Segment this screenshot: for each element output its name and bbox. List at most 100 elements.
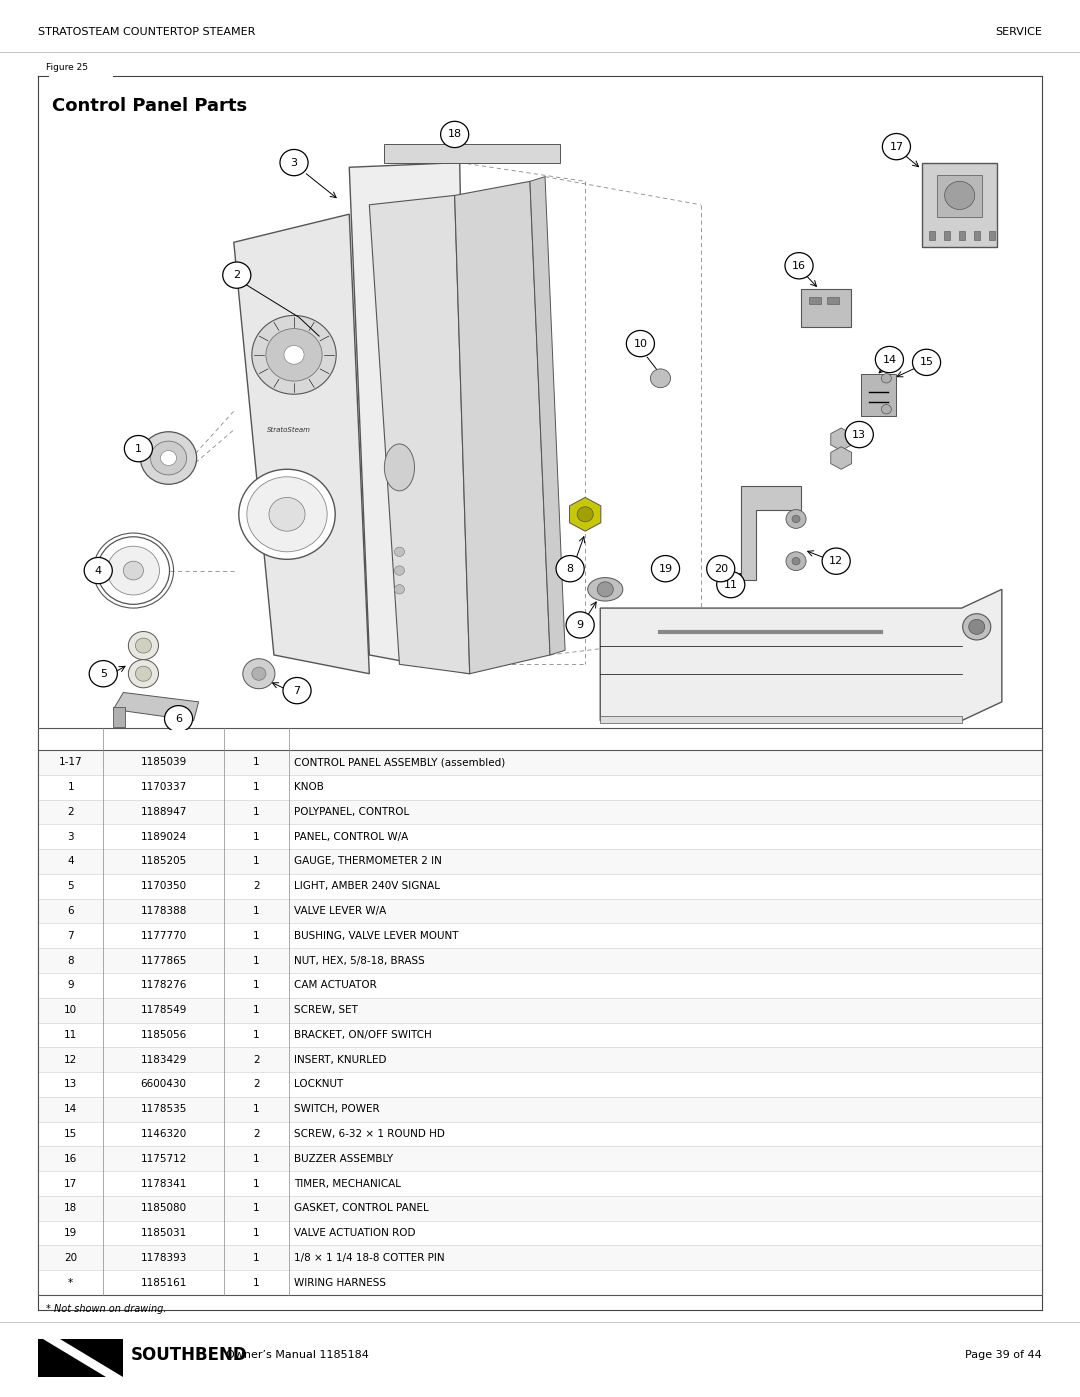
Bar — [38, 1071, 1042, 1097]
Text: 1: 1 — [253, 1203, 259, 1214]
Circle shape — [650, 369, 671, 388]
Text: 1/8 × 1 1/4 18-8 COTTER PIN: 1/8 × 1 1/4 18-8 COTTER PIN — [294, 1253, 445, 1263]
Circle shape — [123, 562, 144, 580]
Circle shape — [243, 659, 275, 689]
Text: 1: 1 — [253, 757, 259, 767]
Bar — [38, 1023, 1042, 1048]
Text: 1: 1 — [253, 1179, 259, 1189]
Text: BUZZER ASSEMBLY: BUZZER ASSEMBLY — [294, 1154, 393, 1164]
Text: 8: 8 — [67, 956, 73, 965]
Text: 1: 1 — [253, 1278, 259, 1288]
Text: TIMER, MECHANICAL: TIMER, MECHANICAL — [294, 1179, 401, 1189]
Circle shape — [135, 638, 151, 652]
Text: 1: 1 — [253, 956, 259, 965]
Text: Control Panel Parts: Control Panel Parts — [52, 96, 247, 115]
Text: * Not shown on drawing.: * Not shown on drawing. — [46, 1303, 166, 1315]
Text: 1: 1 — [67, 782, 73, 792]
Text: 15: 15 — [64, 1129, 78, 1139]
Text: 1185031: 1185031 — [140, 1228, 187, 1238]
Text: 19: 19 — [659, 563, 673, 574]
Text: 4: 4 — [67, 856, 73, 866]
Circle shape — [786, 510, 806, 528]
Bar — [809, 296, 821, 305]
Circle shape — [266, 328, 322, 381]
Text: 2: 2 — [253, 1055, 259, 1065]
Bar — [38, 875, 1042, 898]
Text: SOUTHBEND: SOUTHBEND — [131, 1345, 247, 1363]
Text: VALVE ACTUATION ROD: VALVE ACTUATION ROD — [294, 1228, 416, 1238]
Circle shape — [881, 405, 891, 414]
Text: WIRING HARNESS: WIRING HARNESS — [294, 1278, 386, 1288]
Circle shape — [252, 316, 336, 394]
Text: 1188947: 1188947 — [140, 807, 187, 817]
Text: 1: 1 — [253, 907, 259, 916]
Text: INSERT, KNURLED: INSERT, KNURLED — [294, 1055, 387, 1065]
Circle shape — [283, 678, 311, 704]
Text: 12: 12 — [829, 556, 843, 566]
Text: 9: 9 — [67, 981, 73, 990]
Text: 1185205: 1185205 — [140, 856, 187, 866]
Text: 8: 8 — [567, 563, 573, 574]
Text: 5: 5 — [67, 882, 73, 891]
Text: 1185039: 1185039 — [140, 757, 187, 767]
Bar — [38, 949, 1042, 972]
Text: 1146320: 1146320 — [140, 1129, 187, 1139]
Bar — [38, 1270, 1042, 1295]
Text: 1: 1 — [253, 1004, 259, 1016]
Circle shape — [140, 432, 197, 485]
Text: 10: 10 — [633, 338, 647, 349]
Ellipse shape — [588, 577, 623, 601]
Text: 1: 1 — [135, 444, 141, 454]
Circle shape — [792, 557, 800, 564]
Bar — [38, 997, 1042, 1023]
Bar — [38, 1221, 1042, 1246]
Polygon shape — [530, 176, 565, 655]
Text: SWITCH, POWER: SWITCH, POWER — [294, 1104, 380, 1115]
Text: 6: 6 — [175, 714, 183, 724]
Text: 20: 20 — [64, 1253, 77, 1263]
Polygon shape — [600, 590, 1002, 721]
Circle shape — [164, 705, 192, 732]
Text: 1: 1 — [253, 1253, 259, 1263]
Circle shape — [566, 612, 594, 638]
Circle shape — [97, 536, 170, 605]
Bar — [38, 898, 1042, 923]
Polygon shape — [233, 214, 369, 673]
Text: 13: 13 — [852, 429, 866, 440]
Text: SCREW, 6-32 × 1 ROUND HD: SCREW, 6-32 × 1 ROUND HD — [294, 1129, 445, 1139]
Circle shape — [84, 557, 112, 584]
Circle shape — [90, 661, 118, 687]
Polygon shape — [43, 1338, 123, 1377]
Text: GASKET, CONTROL PANEL: GASKET, CONTROL PANEL — [294, 1203, 429, 1214]
Bar — [959, 231, 964, 240]
Text: 2: 2 — [233, 270, 241, 281]
Bar — [38, 728, 1042, 1295]
Bar — [38, 824, 1042, 849]
Text: 19: 19 — [64, 1228, 78, 1238]
Circle shape — [394, 584, 404, 594]
Text: VALVE LEVER W/A: VALVE LEVER W/A — [294, 907, 387, 916]
Circle shape — [129, 659, 159, 687]
Text: 1177865: 1177865 — [140, 956, 187, 965]
Text: CONTROL PANEL ASSEMBLY (assembled): CONTROL PANEL ASSEMBLY (assembled) — [294, 757, 505, 767]
Bar — [974, 231, 980, 240]
Bar — [113, 707, 125, 728]
Text: 1: 1 — [253, 782, 259, 792]
Text: BUSHING, VALVE LEVER MOUNT: BUSHING, VALVE LEVER MOUNT — [294, 930, 459, 940]
Text: 1178276: 1178276 — [140, 981, 187, 990]
Circle shape — [556, 556, 584, 581]
Text: 1170337: 1170337 — [140, 782, 187, 792]
Circle shape — [945, 182, 975, 210]
Text: POLYPANEL, CONTROL: POLYPANEL, CONTROL — [294, 807, 409, 817]
Circle shape — [129, 631, 159, 659]
Text: 1178388: 1178388 — [140, 907, 187, 916]
Circle shape — [786, 552, 806, 570]
Text: 2: 2 — [67, 807, 73, 817]
Bar — [861, 373, 896, 416]
Polygon shape — [349, 162, 470, 673]
Polygon shape — [455, 182, 550, 673]
Circle shape — [269, 497, 305, 531]
Text: 20: 20 — [714, 563, 728, 574]
Text: 7: 7 — [67, 930, 73, 940]
Text: 1-17: 1-17 — [58, 757, 82, 767]
